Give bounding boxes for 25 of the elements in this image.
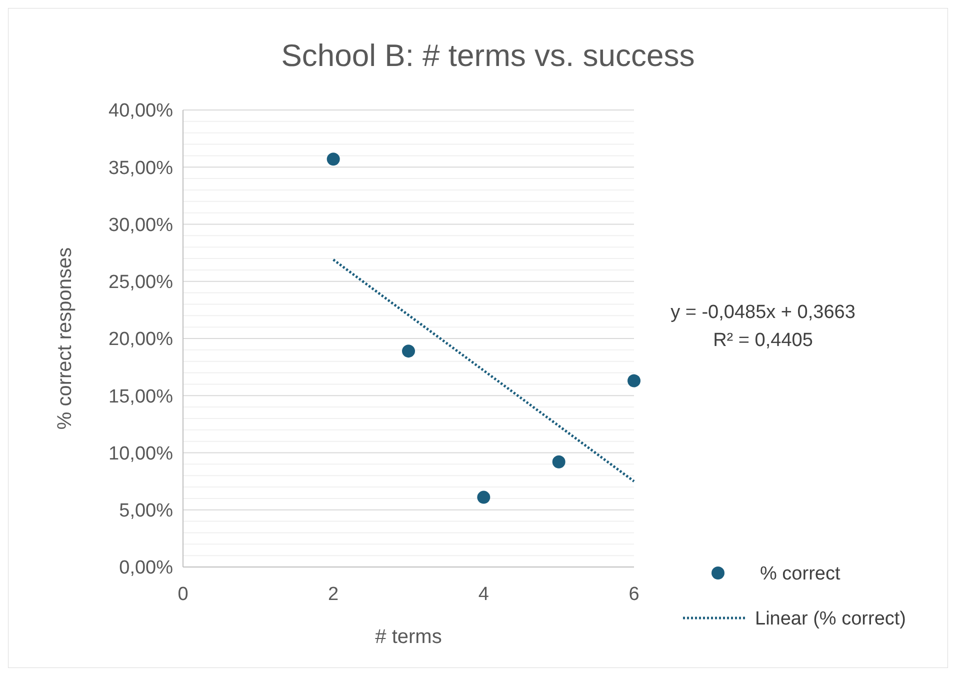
point	[326, 152, 340, 166]
x-tick-label: 2	[328, 584, 339, 605]
y-tick-label: 0,00%	[119, 558, 174, 579]
x-tick-label: 0	[178, 584, 188, 605]
y-tick-label: 15,00%	[108, 386, 174, 408]
y-tick-label: 25,00%	[108, 272, 174, 294]
y-tick-label: 35,00%	[108, 158, 174, 179]
point	[402, 344, 415, 358]
y-tick-label: 40,00%	[108, 100, 174, 122]
text: R² = 0,4405	[713, 330, 813, 351]
y-tick-label: 30,00%	[108, 214, 174, 236]
x-tick-label: 4	[478, 584, 490, 605]
point	[477, 490, 490, 504]
text: y = -0,0485x + 0,3663	[670, 302, 856, 323]
legend-label: % correct	[760, 564, 841, 585]
y-axis-title: % correct responses	[54, 247, 76, 430]
y-tick-label: 5,00%	[119, 500, 174, 522]
legend-label: Linear (% correct)	[755, 608, 906, 630]
point	[628, 374, 640, 388]
point	[552, 455, 566, 468]
chart-title: School B: # terms vs. success	[281, 38, 695, 73]
y-tick-label: 20,00%	[108, 329, 174, 350]
x-axis-title: # terms	[375, 626, 442, 648]
x-tick-label: 6	[628, 584, 640, 605]
y-tick-label: 10,00%	[108, 443, 174, 464]
